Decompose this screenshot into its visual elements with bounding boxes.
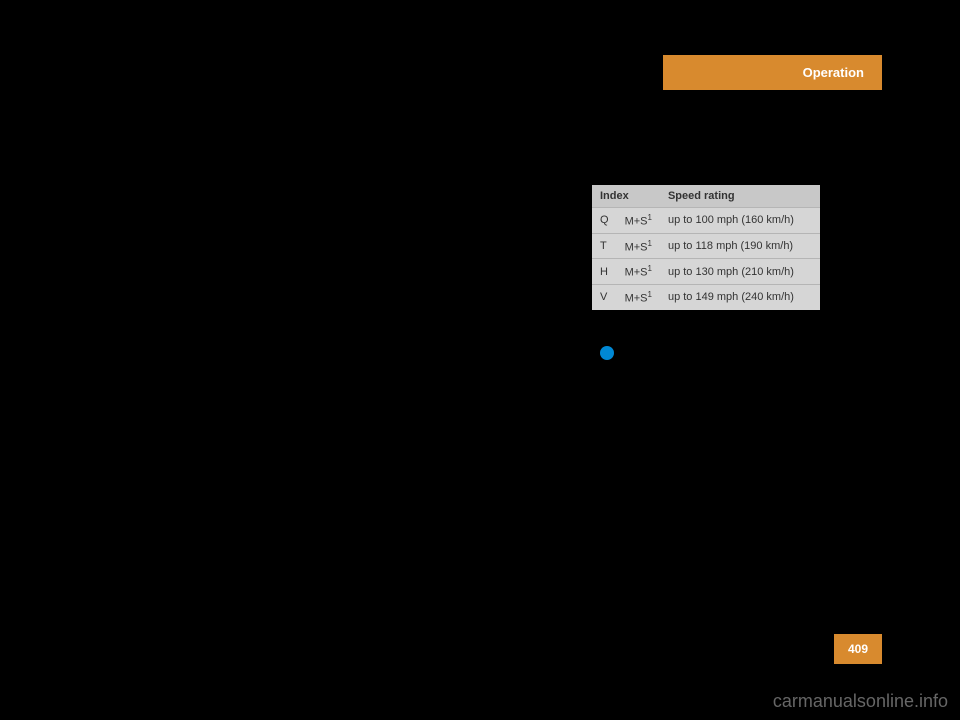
cell-speed: up to 118 mph (190 km/h): [660, 233, 820, 259]
watermark-text: carmanualsonline.info: [773, 691, 948, 712]
info-icon: [600, 346, 614, 360]
column-header-index: Index: [592, 185, 660, 208]
table-row: Q M+S1 up to 100 mph (160 km/h): [592, 208, 820, 234]
cell-ms: M+S1: [617, 208, 660, 234]
cell-speed: up to 149 mph (240 km/h): [660, 284, 820, 309]
cell-idx: T: [592, 233, 617, 259]
section-header-label: Operation: [803, 65, 864, 80]
table-row: H M+S1 up to 130 mph (210 km/h): [592, 259, 820, 285]
table-row: V M+S1 up to 149 mph (240 km/h): [592, 284, 820, 309]
cell-idx: Q: [592, 208, 617, 234]
table-row: T M+S1 up to 118 mph (190 km/h): [592, 233, 820, 259]
cell-idx: V: [592, 284, 617, 309]
cell-idx: H: [592, 259, 617, 285]
cell-ms: M+S1: [617, 233, 660, 259]
page-number-badge: 409: [834, 634, 882, 664]
speed-rating-table: Index Speed rating Q M+S1 up to 100 mph …: [592, 185, 820, 310]
cell-speed: up to 130 mph (210 km/h): [660, 259, 820, 285]
column-header-speed: Speed rating: [660, 185, 820, 208]
cell-ms: M+S1: [617, 284, 660, 309]
page-number-text: 409: [848, 642, 868, 656]
cell-ms: M+S1: [617, 259, 660, 285]
cell-speed: up to 100 mph (160 km/h): [660, 208, 820, 234]
table-header-row: Index Speed rating: [592, 185, 820, 208]
section-header-tab: Operation: [663, 55, 882, 90]
